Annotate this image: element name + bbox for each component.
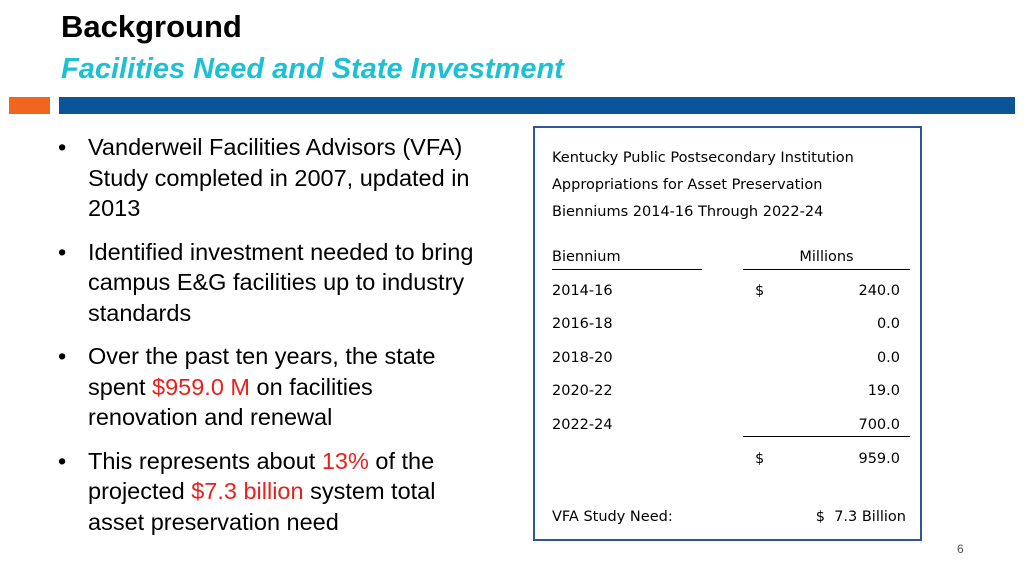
accent-bar-orange [9,97,50,114]
accent-bar-blue [59,97,1015,114]
bullet-text-post: system total asset preservation need [88,478,436,535]
bullet-text-post: on facilities renovation and renewal [88,373,373,431]
bullet-item: • Vanderweil Facilities Advisors (VFA) St… [52,132,482,224]
row-value: 700.0 [858,417,900,433]
bullet-dot: • [58,343,67,369]
row-biennium: 2022-24 [552,417,613,433]
total-rule [743,436,910,437]
bullet-highlight-total: $7.3 billion [191,478,304,504]
vfa-need-value: $ 7.3 Billion [815,509,906,525]
bullet-text-pre: This represents about [88,447,322,474]
bullet-text-pre: Over the past ten years, the state spent [88,343,436,400]
row-value: 19.0 [867,383,900,399]
bullet-item: • This represents about 13% of the projec… [52,446,482,538]
table-header: Kentucky Public Postsecondary Institutio… [552,145,854,226]
bullet-dot: • [58,134,67,160]
bullet-item: • Identified investment needed to bring c… [52,237,482,329]
row-currency: $ [755,283,765,299]
row-value: 240.0 [858,283,900,299]
bullet-dot: • [58,447,67,474]
table-header-line: Bienniums 2014-16 Through 2022-24 [552,204,824,220]
table-row: 2020-22 19.0 [552,379,910,403]
row-biennium: 2016-18 [552,316,613,332]
bullet-list: • Vanderweil Facilities Advisors (VFA) St… [52,132,482,550]
table-row: 2018-20 0.0 [552,346,910,370]
row-biennium: 2020-22 [552,383,613,399]
vfa-need-label: VFA Study Need: [552,509,673,525]
total-row: $ 959.0 [552,447,910,471]
page-number: 6 [957,542,964,556]
bullet-highlight-amount: $959.0 M [152,373,251,400]
table-header-line: Kentucky Public Postsecondary Institutio… [552,150,854,166]
table-row: 2016-18 0.0 [552,312,910,336]
total-value: 959.0 [858,451,900,467]
vfa-need-row: VFA Study Need: $ 7.3 Billion [552,505,910,529]
bullet-text: Identified investment needed to bring ca… [88,238,474,326]
total-currency: $ [755,451,765,467]
appropriations-table-panel: Kentucky Public Postsecondary Institutio… [533,126,922,541]
bullet-item: • Over the past ten years, the state spen… [52,341,482,433]
bullet-text: Vanderweil Facilities Advisors (VFA) Stu… [88,134,470,221]
row-biennium: 2018-20 [552,350,613,366]
table-header-line: Appropriations for Asset Preservation [552,177,823,193]
row-value: 0.0 [876,316,900,332]
table-row: 2014-16 $ 240.0 [552,279,910,303]
bullet-highlight-percent: 13% [321,447,369,474]
bullet-dot: • [58,238,67,265]
slide-title: Background [61,9,242,44]
row-biennium: 2014-16 [552,283,613,299]
slide-subtitle: Facilities Need and State Investment [61,53,564,85]
column-header-biennium: Biennium [552,245,702,270]
bullet-text-mid: of the projected [88,447,435,505]
row-value: 0.0 [876,350,900,366]
column-header-millions: Millions [743,245,910,270]
table-row: 2022-24 700.0 [552,413,910,437]
